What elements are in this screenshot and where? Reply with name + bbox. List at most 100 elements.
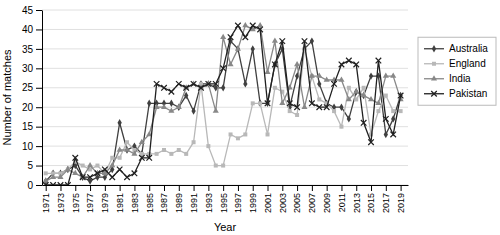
series-marker [258, 101, 262, 105]
x-tick-label: 2009 [322, 193, 332, 213]
x-tick-mark [386, 185, 387, 191]
series-marker [280, 38, 286, 44]
x-tick-mark [238, 185, 239, 191]
series-marker [162, 148, 166, 152]
y-tick-mark [36, 185, 42, 186]
series-marker [57, 174, 63, 179]
series-line [46, 41, 401, 181]
x-tick-label: 2005 [292, 193, 302, 213]
x-tick: 1987 [159, 185, 169, 213]
series-marker [169, 152, 173, 156]
series-marker [169, 100, 173, 107]
series-marker [264, 69, 270, 74]
series-marker [102, 167, 108, 173]
y-tick-label: 20 [22, 102, 34, 113]
y-tick: 25 [22, 82, 42, 93]
series-marker [243, 132, 247, 136]
series-marker [288, 109, 292, 113]
series-marker [221, 84, 225, 91]
series-marker [206, 81, 212, 87]
x-tick-label: 1997 [233, 193, 243, 213]
series-marker [317, 80, 321, 87]
series-marker [257, 27, 263, 33]
y-tick-label: 15 [22, 121, 34, 132]
x-tick-label: 1971 [41, 193, 51, 213]
x-tick-label: 2015 [366, 193, 376, 213]
series-marker [295, 113, 299, 117]
series-marker [50, 174, 56, 179]
series-marker [44, 171, 48, 175]
series-marker [294, 61, 300, 66]
y-tick-label: 5 [27, 160, 33, 171]
x-tick-mark [223, 185, 224, 191]
y-tick: 40 [22, 24, 42, 35]
series-marker [353, 88, 359, 93]
series-marker [324, 76, 330, 81]
series-marker [124, 174, 130, 180]
x-tick-mark [268, 185, 269, 191]
series-marker [184, 152, 188, 156]
series-marker [220, 66, 226, 72]
x-tick-label: 1975 [71, 193, 81, 213]
series-marker [294, 104, 300, 110]
series-marker [390, 132, 396, 138]
x-tick-mark [341, 185, 342, 191]
y-tick: 30 [22, 63, 42, 74]
series-marker [302, 38, 308, 44]
x-tick-label: 1993 [204, 193, 214, 213]
series-marker [251, 45, 255, 52]
series-marker [287, 101, 293, 107]
series-marker [354, 88, 358, 95]
x-tick-label: 1985 [145, 193, 155, 213]
y-tick: 0 [27, 180, 42, 191]
series-marker [368, 139, 374, 145]
series-marker [154, 81, 160, 87]
series-marker [399, 109, 403, 113]
series-marker [147, 100, 151, 107]
y-tick-mark [36, 107, 42, 108]
series-line [46, 49, 401, 173]
series-marker [317, 97, 321, 101]
series-marker [235, 45, 241, 50]
series-marker [362, 86, 366, 90]
series-marker [109, 162, 115, 167]
y-tick-mark [36, 88, 42, 89]
series-marker [273, 86, 277, 90]
x-tick: 1979 [100, 185, 110, 213]
x-tick-mark [208, 185, 209, 191]
series-marker [140, 152, 144, 156]
data [43, 22, 404, 185]
series [43, 23, 403, 185]
series-marker [391, 115, 395, 122]
x-tick-mark [312, 185, 313, 191]
series-marker [301, 104, 307, 109]
series-marker [95, 164, 99, 168]
series-marker [266, 132, 270, 136]
x-tick-mark [179, 185, 180, 191]
x-tick-mark [282, 185, 283, 191]
x-tick-label: 2013 [352, 193, 362, 213]
x-tick-label: 2001 [263, 193, 273, 213]
y-tick-mark [36, 10, 42, 11]
series-marker [109, 174, 115, 180]
series-marker [146, 155, 152, 161]
legend-marker [432, 62, 436, 66]
grid [42, 10, 408, 185]
series-marker [155, 152, 159, 156]
series-marker [316, 104, 322, 110]
series-marker [87, 162, 93, 167]
series-marker [213, 81, 219, 87]
x-tick-mark [297, 185, 298, 191]
y-tick-label: 30 [22, 63, 34, 74]
series-marker [316, 73, 322, 78]
x-tick: 1997 [233, 185, 243, 213]
series-marker [139, 139, 145, 144]
grid-line [42, 48, 408, 49]
series-marker [50, 182, 56, 185]
grid-line [42, 68, 408, 69]
grid-line [42, 185, 408, 186]
grid-line [42, 29, 408, 30]
series-marker [206, 144, 210, 148]
series-marker [376, 109, 380, 113]
x-tick-mark [327, 185, 328, 191]
